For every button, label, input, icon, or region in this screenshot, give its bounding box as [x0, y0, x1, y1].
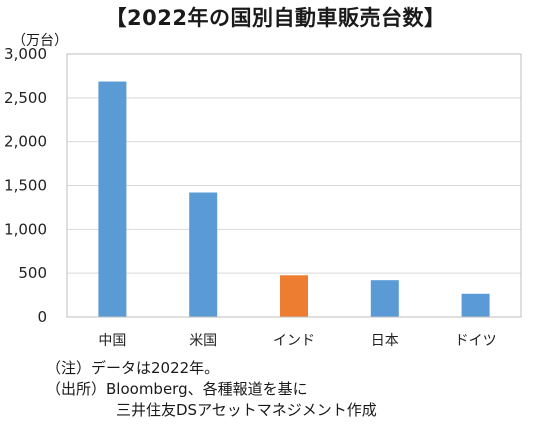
note-source: （出所）Bloomberg、各種報道を基に [46, 380, 308, 398]
bar [189, 192, 218, 317]
y-tick-label: 1,000 [4, 220, 47, 238]
bar [370, 280, 399, 317]
y-axis-ticks: 0 500 1,000 1,500 2,000 2,500 3,000 [4, 45, 47, 326]
x-category-label: 米国 [189, 333, 217, 349]
x-category-label: ドイツ [455, 333, 497, 349]
bar [280, 275, 308, 317]
y-tick-label: 500 [18, 264, 47, 282]
footnotes: （注）データは2022年。 （出所）Bloomberg、各種報道を基に 三井住友… [46, 358, 377, 421]
x-category-label: 中国 [98, 333, 126, 349]
gridlines [67, 97, 521, 274]
bars [98, 81, 490, 317]
y-tick-label: 2,500 [4, 89, 47, 107]
bar [98, 81, 127, 317]
bar [461, 293, 490, 317]
plot-frame [66, 53, 522, 318]
y-tick-label: 2,000 [4, 133, 47, 151]
y-tick-label: 1,500 [4, 177, 47, 195]
x-axis-categories: 中国 米国 インド 日本 ドイツ [98, 333, 496, 349]
x-category-label: 日本 [371, 333, 399, 349]
y-tick-label: 0 [37, 308, 47, 326]
chart-title: 【2022年の国別自動車販売台数】 [105, 6, 446, 30]
plot-border [66, 53, 522, 318]
y-tick-label: 3,000 [4, 45, 47, 63]
note-author: 三井住友DSアセットマネジメント作成 [116, 401, 377, 419]
note-data-year: （注）データは2022年。 [46, 359, 220, 377]
x-category-label: インド [273, 333, 315, 349]
y-axis-unit-label: （万台） [12, 33, 68, 49]
bar-chart: 0 500 1,000 1,500 2,000 2,500 3,000 中国 米国 インド 日本 ド… [4, 45, 522, 349]
